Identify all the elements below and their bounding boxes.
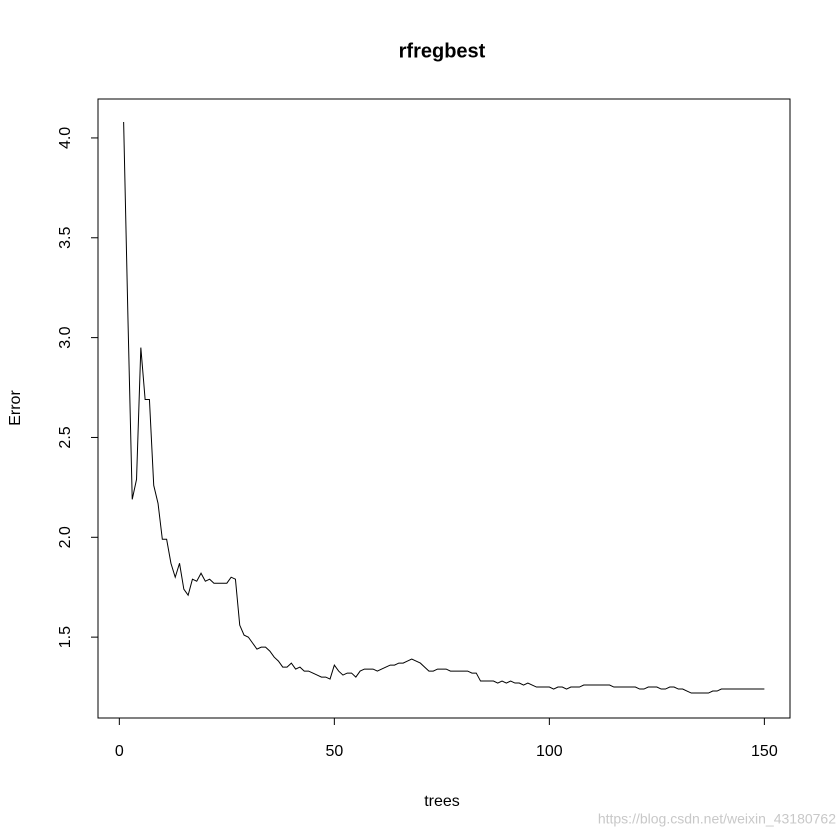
y-tick-label: 2.5: [57, 426, 74, 448]
x-tick-label: 50: [325, 743, 343, 760]
x-tick-label: 100: [536, 743, 563, 760]
watermark: https://blog.csdn.net/weixin_43180762: [598, 811, 836, 827]
x-axis-label: trees: [424, 793, 460, 810]
chart-title: rfregbest: [399, 40, 486, 62]
y-axis-label: Error: [7, 390, 24, 426]
error-line: [123, 121, 765, 694]
y-tick-label: 1.5: [57, 626, 74, 648]
plot-frame: [97, 98, 791, 719]
y-tick-label: 2.0: [57, 526, 74, 548]
y-tick-label: 3.0: [57, 326, 74, 348]
y-tick-label: 4.0: [57, 127, 74, 149]
x-tick-label: 0: [115, 743, 124, 760]
y-tick-label: 3.5: [57, 227, 74, 249]
x-tick-label: 150: [751, 743, 778, 760]
